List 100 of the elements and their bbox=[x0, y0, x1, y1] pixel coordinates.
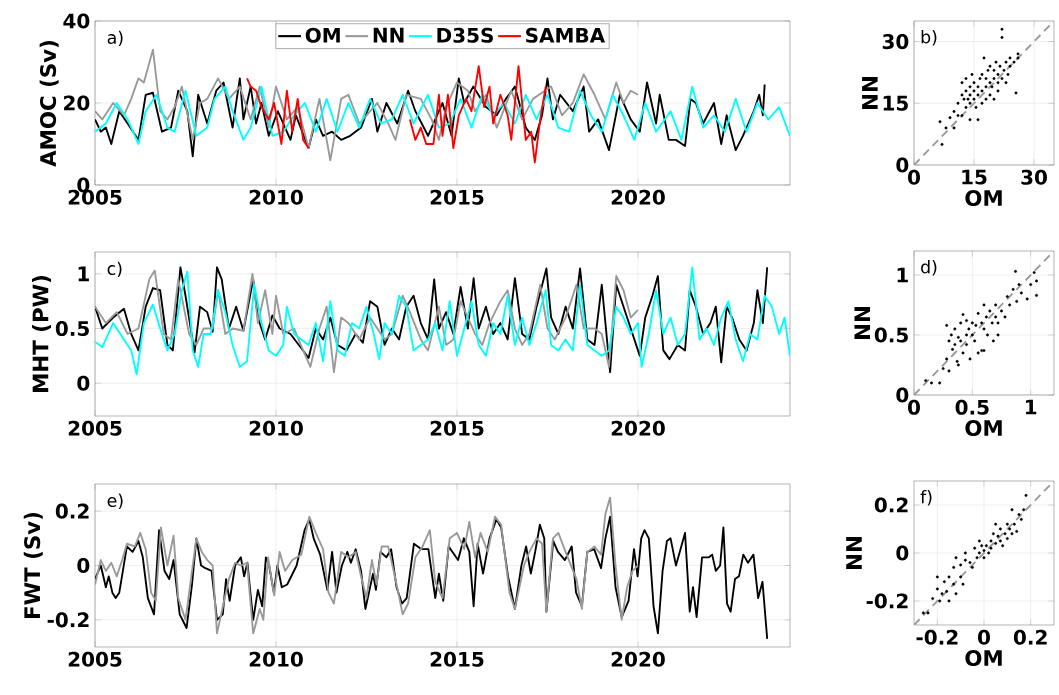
point bbox=[956, 335, 960, 339]
point bbox=[968, 357, 972, 361]
point bbox=[996, 534, 1000, 538]
point bbox=[994, 541, 998, 545]
point bbox=[931, 597, 935, 601]
point bbox=[984, 544, 988, 548]
y-tick-label: 0.5 bbox=[874, 327, 908, 343]
point bbox=[955, 359, 959, 363]
point bbox=[938, 381, 942, 385]
x-tick-label: 0 bbox=[978, 629, 990, 645]
point bbox=[973, 546, 977, 550]
line-series bbox=[95, 515, 769, 640]
point bbox=[998, 527, 1002, 531]
point bbox=[986, 333, 989, 337]
point bbox=[945, 323, 949, 327]
annotation: f) bbox=[920, 490, 932, 506]
point bbox=[994, 303, 998, 307]
y-axis-title: NN bbox=[854, 307, 871, 339]
point bbox=[954, 556, 958, 560]
x-tick-label: 2010 bbox=[249, 189, 303, 205]
point bbox=[1024, 493, 1028, 497]
point bbox=[996, 333, 1000, 337]
point bbox=[938, 599, 942, 603]
annotation: e) bbox=[107, 493, 123, 510]
point bbox=[975, 556, 979, 560]
point bbox=[994, 522, 998, 526]
point bbox=[976, 351, 980, 355]
point bbox=[1035, 279, 1038, 283]
annotation: b) bbox=[921, 30, 937, 46]
y-axis-title: AMOC (Sv) bbox=[39, 40, 59, 167]
point bbox=[970, 333, 974, 337]
point bbox=[967, 327, 971, 331]
y-tick-label: 0 bbox=[896, 545, 909, 561]
x-tick-label: 2020 bbox=[611, 651, 665, 667]
x-tick-label: 2010 bbox=[249, 420, 303, 436]
y-tick-label: -0.2 bbox=[47, 612, 89, 628]
point bbox=[1015, 529, 1019, 533]
x-tick-label: 2010 bbox=[249, 651, 303, 667]
point bbox=[998, 539, 1002, 543]
point bbox=[984, 315, 988, 319]
point bbox=[959, 563, 963, 567]
x-tick-label: -0.2 bbox=[916, 629, 958, 645]
point bbox=[953, 343, 957, 347]
annotation: a) bbox=[107, 30, 123, 47]
point bbox=[988, 309, 992, 313]
point bbox=[990, 321, 994, 325]
x-tick-label: 30 bbox=[1021, 169, 1047, 185]
point bbox=[945, 589, 949, 593]
point bbox=[953, 327, 957, 331]
point bbox=[1017, 283, 1021, 287]
point bbox=[977, 539, 981, 543]
y-tick-label: 20 bbox=[64, 95, 90, 111]
point bbox=[1008, 527, 1012, 531]
point bbox=[959, 575, 963, 579]
y-tick-label: 0 bbox=[77, 375, 90, 391]
point bbox=[1005, 522, 1009, 526]
x-tick-label: 0 bbox=[908, 169, 920, 185]
point bbox=[1003, 532, 1007, 536]
x-tick-label: 0.2 bbox=[1013, 629, 1047, 645]
line-series bbox=[95, 48, 639, 162]
point bbox=[1029, 283, 1033, 287]
point bbox=[1003, 315, 1007, 319]
point bbox=[945, 357, 949, 361]
point bbox=[940, 592, 944, 596]
point bbox=[956, 363, 960, 367]
point bbox=[976, 311, 980, 315]
point bbox=[965, 343, 968, 347]
point bbox=[921, 611, 925, 615]
point bbox=[935, 587, 939, 591]
point bbox=[1025, 297, 1029, 301]
point bbox=[961, 351, 965, 355]
y-axis-title: FWT (Sv) bbox=[23, 512, 43, 618]
point bbox=[989, 539, 993, 543]
point bbox=[947, 339, 951, 343]
y-tick-label: 0 bbox=[896, 157, 909, 173]
point bbox=[973, 339, 977, 343]
x-tick-label: 2015 bbox=[430, 189, 484, 205]
y-tick-label: 0 bbox=[896, 387, 909, 403]
y-tick-label: 0 bbox=[77, 557, 90, 574]
legend-label: OM bbox=[305, 27, 340, 43]
x-axis-title: OM bbox=[965, 189, 1002, 207]
y-tick-label: 30 bbox=[882, 34, 909, 50]
point bbox=[947, 575, 951, 579]
x-tick-label: 2020 bbox=[611, 189, 665, 205]
point bbox=[982, 327, 986, 331]
point bbox=[947, 369, 951, 373]
point bbox=[1035, 293, 1038, 297]
x-tick-label: 2020 bbox=[611, 420, 665, 436]
point bbox=[1019, 517, 1023, 521]
point bbox=[947, 599, 951, 603]
y-tick-label: 1 bbox=[78, 266, 89, 282]
point bbox=[1010, 532, 1014, 536]
point bbox=[1008, 303, 1012, 307]
point bbox=[963, 558, 967, 562]
x-tick-label: 2005 bbox=[68, 651, 122, 667]
line-series bbox=[95, 85, 791, 145]
y-tick-label: -0.2 bbox=[866, 593, 908, 609]
x-tick-label: 0 bbox=[908, 399, 920, 415]
point bbox=[965, 319, 968, 323]
legend-label: NN bbox=[373, 27, 404, 43]
